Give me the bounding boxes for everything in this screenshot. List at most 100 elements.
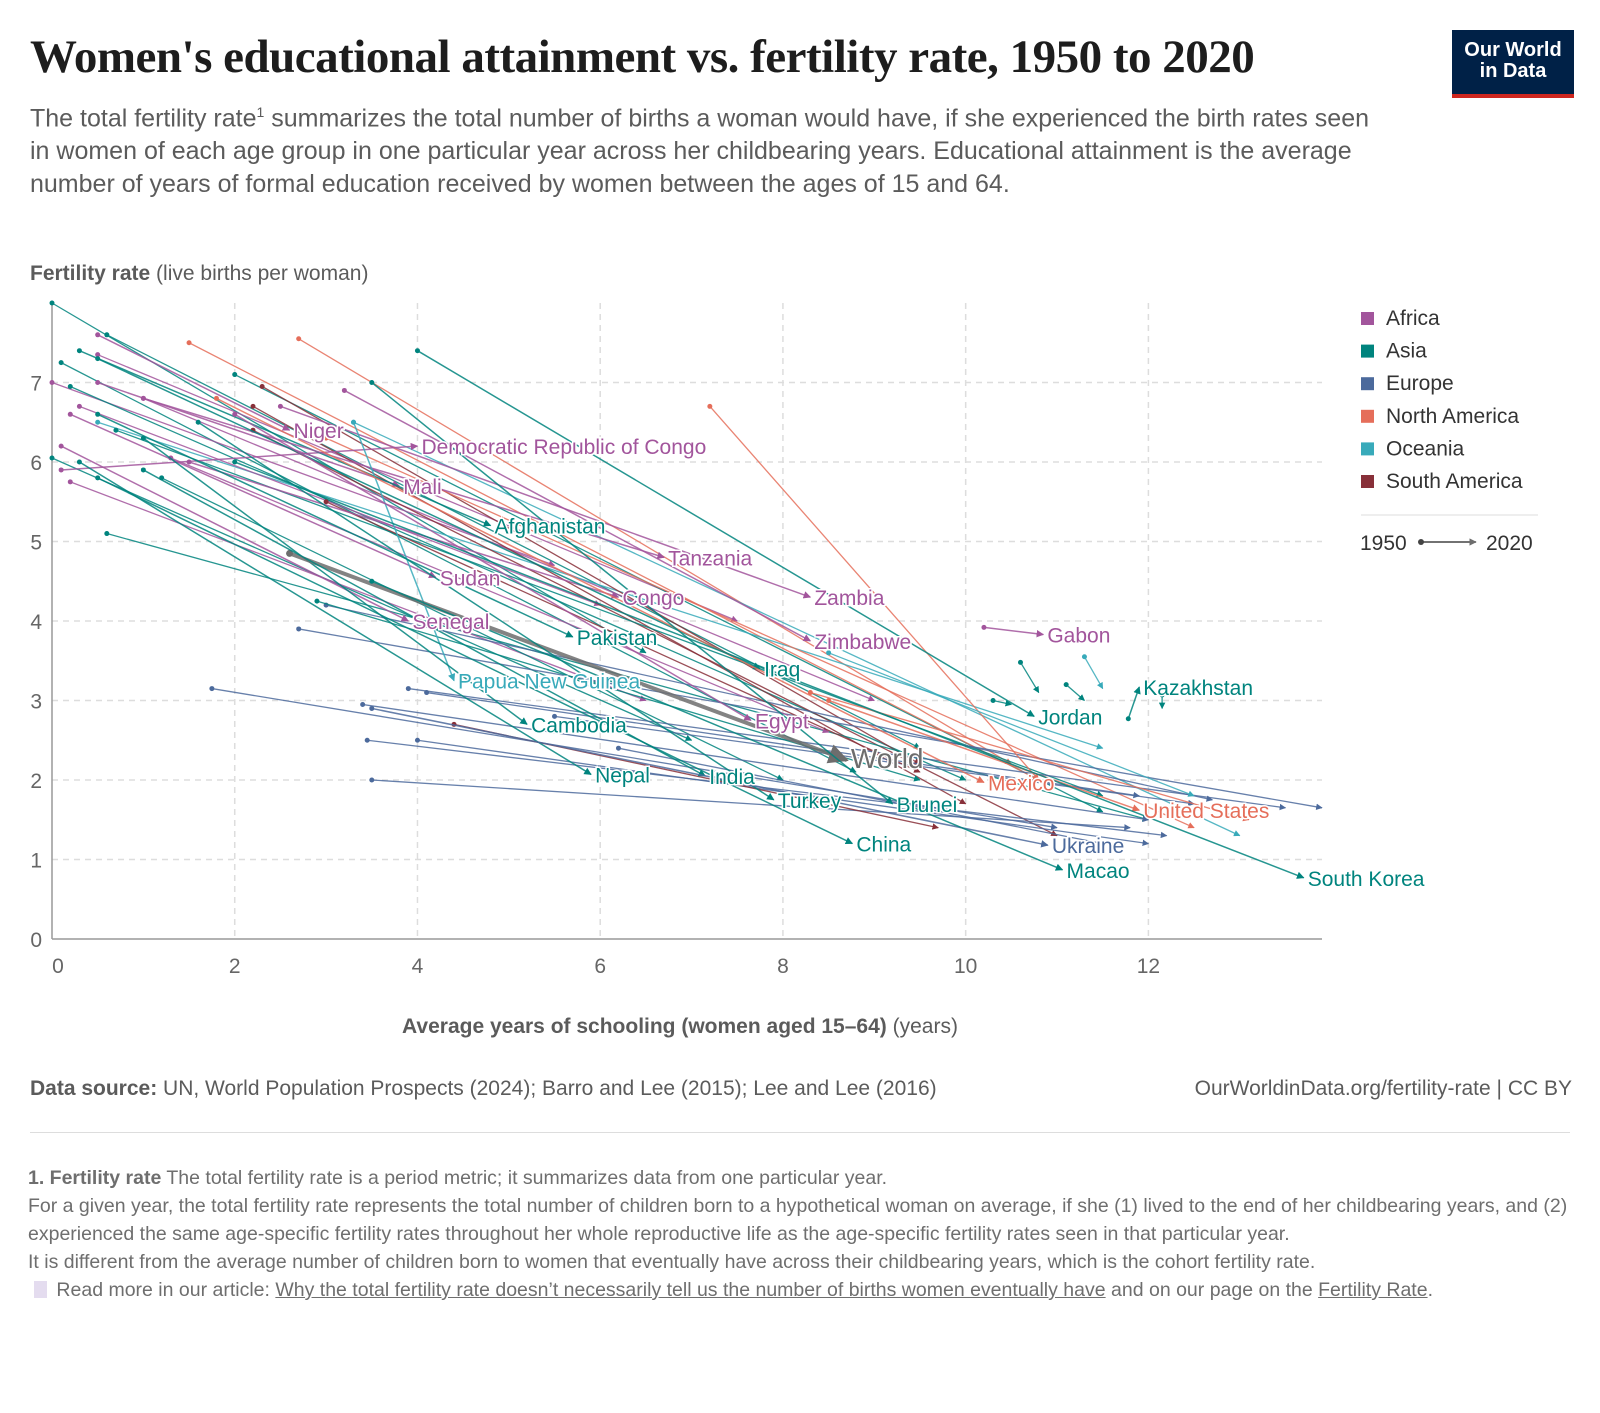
series-label: Mexico xyxy=(988,772,1055,795)
x-tick-label: 6 xyxy=(594,955,606,978)
series-ukraine-line xyxy=(371,707,1049,848)
series-labels: Niger Democratic Republic of Congo Mali Afg… xyxy=(292,419,1426,893)
footnote-text-1: The total fertility rate is a period met… xyxy=(161,1167,888,1189)
series-label: Turkey xyxy=(778,790,842,813)
series-congo-line xyxy=(188,461,620,599)
series-line xyxy=(828,652,1195,797)
series-label: Papua New Guinea xyxy=(458,671,640,694)
series-start-point xyxy=(1159,692,1165,698)
subtitle-text-b: summarizes the total number of births a … xyxy=(30,104,1370,199)
series-democratic-republic-of-congo-line xyxy=(61,442,419,471)
series-start-point xyxy=(807,690,813,696)
series-line xyxy=(51,381,556,567)
y-tick-label: 0 xyxy=(30,929,42,952)
source-label: Data source: xyxy=(30,1077,158,1100)
series-senegal-start-point xyxy=(58,443,64,449)
series-iraq-line xyxy=(97,357,761,670)
fertility-rate-page-link[interactable]: Fertility Rate xyxy=(1318,1279,1428,1301)
series-label: Iraq xyxy=(764,659,800,682)
y-tick-label: 7 xyxy=(30,373,42,396)
series-line xyxy=(371,779,1131,831)
series-egypt-line xyxy=(234,413,752,722)
series-mexico-line xyxy=(216,397,985,784)
series-line xyxy=(325,501,921,773)
owid-logo[interactable]: Our World in Data xyxy=(1452,30,1574,98)
series-kazakhstan-start-point xyxy=(1125,716,1131,722)
legend-item-label: Europe xyxy=(1386,372,1454,395)
series-start-point xyxy=(67,383,73,389)
read-more-text: Read more in our article: xyxy=(51,1279,276,1301)
series-macao-start-point xyxy=(369,578,375,584)
series-afghanistan-line xyxy=(79,350,492,527)
series-line xyxy=(1019,662,1040,694)
series-nepal-line xyxy=(79,461,592,776)
series-line xyxy=(353,421,1241,837)
series-afghanistan-start-point xyxy=(76,348,82,354)
legend-swatch xyxy=(1361,442,1374,456)
series-kazakhstan-line xyxy=(1127,686,1141,720)
series-start-point xyxy=(113,427,119,433)
series-start-point xyxy=(405,686,411,692)
series-start-point xyxy=(95,419,101,425)
series-start-point xyxy=(360,701,366,707)
y-tick-label: 4 xyxy=(30,611,42,634)
series-south-korea-start-point xyxy=(232,459,238,465)
series-start-point xyxy=(552,713,558,719)
series-label: United States xyxy=(1143,800,1269,823)
timeline-end: 2020 xyxy=(1486,532,1533,555)
footnote-1: 1. Fertility rate The total fertility ra… xyxy=(28,1164,1568,1192)
series-start-point xyxy=(49,455,55,461)
series-line xyxy=(1083,656,1104,690)
series-label: Democratic Republic of Congo xyxy=(421,436,706,459)
series-congo-start-point xyxy=(186,459,192,465)
series-papua-new-guinea-start-point xyxy=(351,419,357,425)
series-label: Zimbabwe xyxy=(814,631,911,654)
footnote-ref[interactable]: 1 xyxy=(256,104,265,120)
series-label: India xyxy=(709,766,755,789)
x-tick-label: 8 xyxy=(777,955,789,978)
series-start-point xyxy=(369,777,375,783)
series-gabon-start-point xyxy=(981,624,987,630)
series-india-line xyxy=(143,469,706,777)
series-start-point xyxy=(58,360,64,366)
read-more: Read more in our article: Why the total … xyxy=(28,1276,1568,1304)
series-united-states-line xyxy=(828,699,1140,812)
series-gabon-line xyxy=(983,626,1045,638)
series-zimbabwe-start-point xyxy=(341,387,347,393)
series-start-point xyxy=(296,336,302,342)
y-tick-label: 1 xyxy=(30,850,42,873)
series-line xyxy=(170,457,830,734)
series-line xyxy=(252,429,1058,837)
series-start-point xyxy=(67,479,73,485)
series-label: Macao xyxy=(1067,860,1130,883)
article-link[interactable]: Why the total fertility rate doesn’t nec… xyxy=(275,1279,1106,1301)
series-start-point xyxy=(414,737,420,743)
source-url[interactable]: OurWorldinData.org/fertility-rate | CC B… xyxy=(1194,1077,1572,1100)
series-label: Sudan xyxy=(440,567,501,590)
series-label: Gabon xyxy=(1047,625,1110,648)
series-start-point xyxy=(209,686,215,692)
y-axis-label: Fertility rate (live births per woman) xyxy=(30,262,368,286)
series-line xyxy=(70,481,647,702)
source-text: UN, World Population Prospects (2024); B… xyxy=(157,1077,937,1100)
series-world-start-point xyxy=(286,549,294,557)
footnotes: 1. Fertility rate The total fertility ra… xyxy=(28,1164,1568,1304)
series-zambia-start-point xyxy=(277,403,283,409)
series-jordan-start-point xyxy=(414,348,420,354)
and-page-text: and on our page on the xyxy=(1105,1279,1319,1301)
series-line xyxy=(709,405,1040,781)
series-mali-start-point xyxy=(95,380,101,385)
y-axis-label-bold: Fertility rate xyxy=(30,262,151,285)
series-line xyxy=(211,687,1058,830)
y-axis-label-unit: (live births per woman) xyxy=(150,262,369,285)
y-tick-label: 5 xyxy=(30,532,42,555)
x-tick-label: 0 xyxy=(52,955,64,978)
series-label: Niger xyxy=(294,420,344,443)
legend-item-label: Oceania xyxy=(1386,437,1465,460)
series-label: Tanzania xyxy=(668,547,752,570)
series-sudan-line xyxy=(69,413,437,578)
series-start-point xyxy=(104,531,110,537)
series-label: South Korea xyxy=(1308,868,1425,891)
logo-line2: in Data xyxy=(1479,60,1547,82)
